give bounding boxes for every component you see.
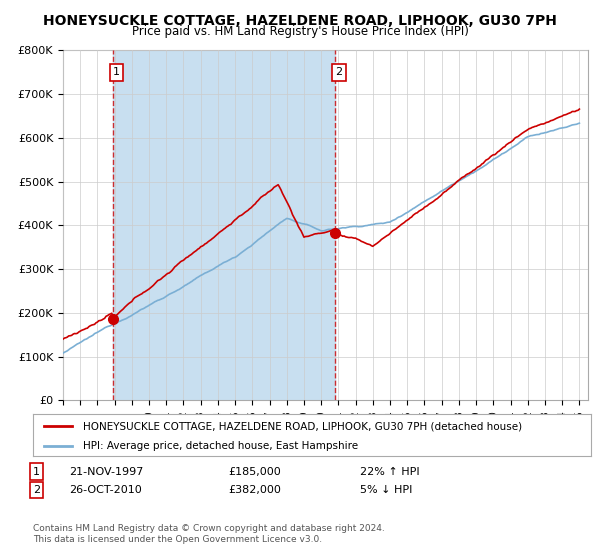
Text: 1: 1 <box>113 67 120 77</box>
Text: HPI: Average price, detached house, East Hampshire: HPI: Average price, detached house, East… <box>83 441 358 451</box>
Bar <box>113 50 335 400</box>
Text: 26-OCT-2010: 26-OCT-2010 <box>69 485 142 495</box>
Text: HONEYSUCKLE COTTAGE, HAZELDENE ROAD, LIPHOOK, GU30 7PH (detached house): HONEYSUCKLE COTTAGE, HAZELDENE ROAD, LIP… <box>83 421 523 431</box>
Text: £185,000: £185,000 <box>228 466 281 477</box>
Text: HONEYSUCKLE COTTAGE, HAZELDENE ROAD, LIPHOOK, GU30 7PH: HONEYSUCKLE COTTAGE, HAZELDENE ROAD, LIP… <box>43 14 557 28</box>
Text: 2: 2 <box>335 67 343 77</box>
Text: 22% ↑ HPI: 22% ↑ HPI <box>360 466 419 477</box>
Text: 1: 1 <box>33 466 40 477</box>
Text: 2: 2 <box>33 485 40 495</box>
Text: Price paid vs. HM Land Registry's House Price Index (HPI): Price paid vs. HM Land Registry's House … <box>131 25 469 38</box>
Text: £382,000: £382,000 <box>228 485 281 495</box>
Text: 5% ↓ HPI: 5% ↓ HPI <box>360 485 412 495</box>
Text: Contains HM Land Registry data © Crown copyright and database right 2024.
This d: Contains HM Land Registry data © Crown c… <box>33 524 385 544</box>
Text: 21-NOV-1997: 21-NOV-1997 <box>69 466 143 477</box>
